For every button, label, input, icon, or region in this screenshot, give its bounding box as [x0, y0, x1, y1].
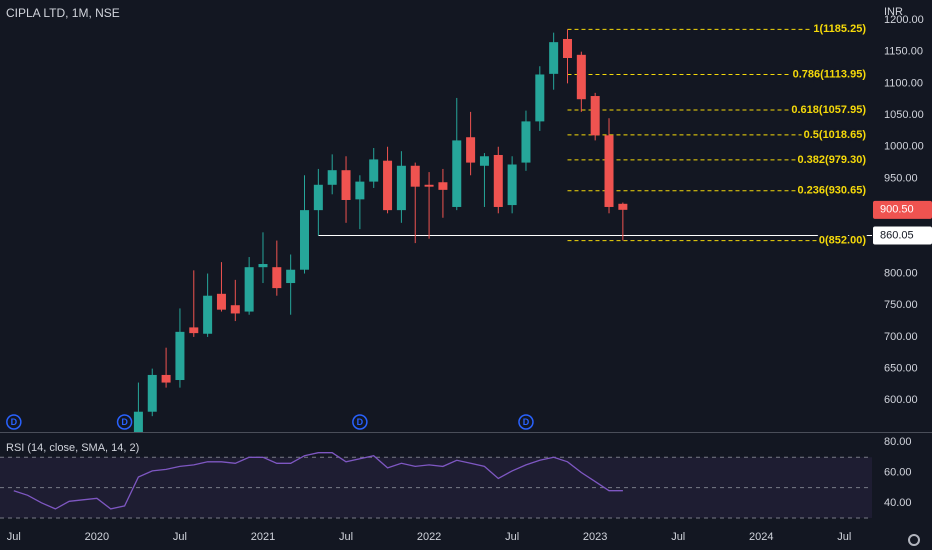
- x-tick-label: Jul: [837, 531, 851, 543]
- dividend-marker: [352, 414, 368, 430]
- y-tick-label: 1050.00: [884, 109, 924, 121]
- settings-icon[interactable]: [908, 534, 920, 546]
- candle-body: [521, 121, 531, 163]
- candle-body: [355, 181, 365, 200]
- dividend-label: D: [357, 417, 364, 427]
- candle-body: [466, 137, 476, 163]
- candle-body: [396, 165, 406, 211]
- dividend-marker: [6, 414, 22, 430]
- candle-body: [618, 203, 628, 210]
- candle-body: [258, 264, 268, 268]
- dividend-marker: [518, 414, 534, 430]
- fib-level-label: 1(1185.25): [813, 23, 866, 35]
- dividend-label: D: [121, 417, 128, 427]
- x-tick-label: 2024: [749, 531, 773, 543]
- y-tick-label: 700.00: [884, 331, 918, 343]
- candle-body: [562, 38, 572, 59]
- candle-body: [507, 164, 517, 206]
- candle-body: [147, 374, 157, 412]
- candle-body: [604, 135, 614, 207]
- x-tick-label: 2023: [583, 531, 607, 543]
- candle-body: [479, 156, 489, 166]
- rsi-title: RSI (14, close, SMA, 14, 2): [6, 442, 139, 454]
- candle-body: [410, 165, 420, 187]
- candle-body: [576, 54, 586, 100]
- x-tick-label: Jul: [505, 531, 519, 543]
- candle-body: [216, 293, 226, 310]
- candle-body: [493, 154, 503, 207]
- y-tick-label: 1150.00: [884, 46, 923, 58]
- candle-body: [203, 295, 213, 334]
- candle-body: [161, 374, 171, 383]
- price-pane: 1(1185.25) 0.786(1113.95) 0.618(1057.95) 0.…: [6, 21, 872, 432]
- candle-body: [341, 170, 351, 200]
- chart-title: CIPLA LTD, 1M, NSE: [6, 6, 120, 20]
- candle-body: [549, 42, 559, 74]
- candle-body: [424, 184, 434, 187]
- y-tick-label: 60.00: [884, 466, 912, 478]
- rsi-line: [13, 452, 623, 510]
- x-tick-label: 2020: [85, 531, 109, 543]
- candle-body: [383, 160, 393, 211]
- dividend-label: D: [11, 417, 18, 427]
- y-tick-label: 1100.00: [884, 77, 923, 89]
- currency-label: INR: [884, 6, 903, 18]
- y-tick-label: 800.00: [884, 267, 918, 279]
- price-label: 900.50: [880, 204, 914, 216]
- line-label: 860.05: [880, 229, 914, 241]
- candle-body: [244, 267, 254, 312]
- rsi-pane: [0, 452, 872, 519]
- y-tick-label: 80.00: [884, 436, 912, 448]
- candle-body: [535, 74, 545, 122]
- y-tick-label: 950.00: [884, 172, 918, 184]
- x-tick-label: Jul: [671, 531, 685, 543]
- candle-body: [438, 182, 448, 190]
- line-label-box: [873, 226, 932, 245]
- candle-body: [313, 184, 323, 211]
- x-tick-label: Jul: [339, 531, 353, 543]
- price-label-box: [873, 200, 932, 219]
- candle-body: [189, 327, 199, 334]
- candle-body: [286, 269, 296, 284]
- candle-body: [590, 96, 600, 136]
- fib-level-label: 0.786(1113.95): [793, 68, 867, 80]
- dividend-marker: [116, 414, 133, 430]
- fib-level-label: 0.382(979.30): [798, 154, 867, 166]
- x-tick-label: Jul: [7, 531, 21, 543]
- fib-level-label: 0.618(1057.95): [791, 104, 866, 116]
- fib-level-label: 0.236(930.65): [798, 185, 867, 197]
- fib-level-label: 0(852.00): [819, 234, 866, 246]
- axes: Jul 2020 Jul 2021 Jul 2022 Jul 2023 Jul 2024 Jul 60…: [7, 14, 932, 543]
- y-tick-label: 1000.00: [884, 141, 924, 153]
- fib-level-label: 0.5(1018.65): [804, 129, 867, 141]
- y-tick-label: 600.00: [884, 394, 918, 406]
- candle-body: [452, 140, 462, 207]
- candle-body: [300, 210, 310, 270]
- candle-body: [272, 267, 282, 289]
- candle-body: [327, 170, 337, 185]
- y-tick-label: 1200.00: [884, 14, 924, 26]
- y-tick-label: 40.00: [884, 497, 912, 509]
- candle-body: [175, 331, 185, 381]
- y-tick-label: 650.00: [884, 363, 918, 375]
- x-tick-label: 2022: [417, 531, 441, 543]
- y-tick-label: 750.00: [884, 299, 918, 311]
- dividend-label: D: [523, 417, 530, 427]
- candle-body: [369, 159, 379, 182]
- candle-body: [230, 305, 240, 314]
- x-tick-label: 2021: [251, 531, 275, 543]
- candle-body: [133, 411, 143, 432]
- x-tick-label: Jul: [173, 531, 187, 543]
